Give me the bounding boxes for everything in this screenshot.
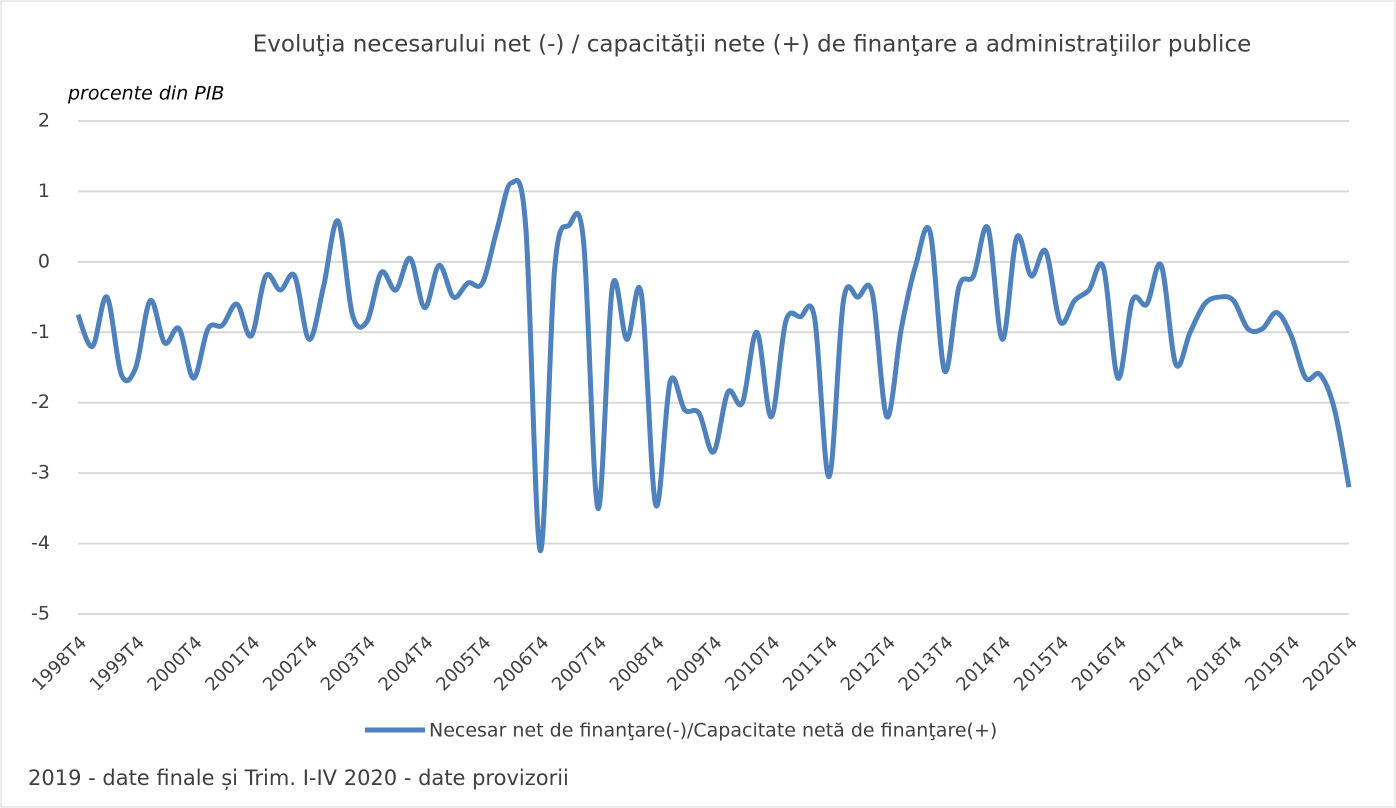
y-tick-label: 2 (38, 110, 50, 132)
y-tick-label: -4 (31, 532, 50, 554)
legend-label: Necesar net de finanţare(-)/Capacitate n… (429, 720, 997, 742)
footnote: 2019 - date finale și Trim. I-IV 2020 - … (28, 766, 569, 790)
y-tick-label: -2 (31, 391, 50, 413)
y-tick-label: -1 (31, 321, 50, 343)
y-tick-label: -3 (31, 462, 50, 484)
chart-title: Evoluţia necesarului net (-) / capacităţ… (253, 32, 1252, 58)
y-axis-label: procente din PIB (67, 83, 224, 105)
y-tick-label: -5 (31, 603, 50, 625)
data-line (75, 177, 1352, 554)
y-tick-label: 1 (38, 180, 50, 202)
y-tick-label: 0 (38, 250, 50, 272)
